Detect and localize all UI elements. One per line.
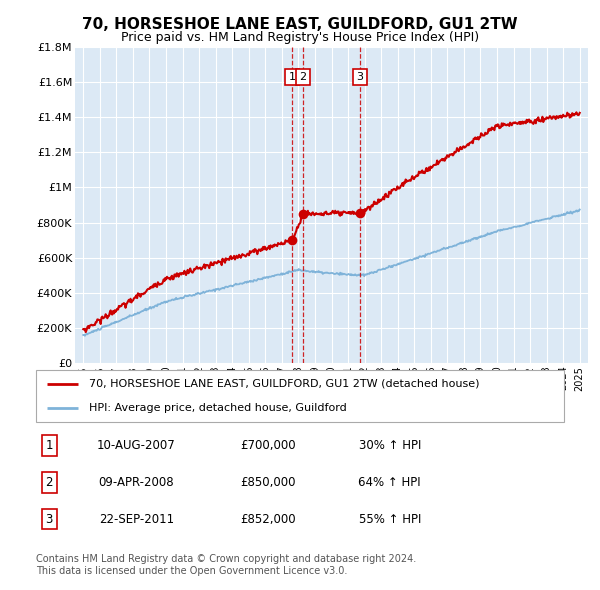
Text: 64% ↑ HPI: 64% ↑ HPI (358, 476, 421, 489)
Text: 3: 3 (46, 513, 53, 526)
Text: 2: 2 (46, 476, 53, 489)
Text: £700,000: £700,000 (241, 439, 296, 452)
Text: 1: 1 (46, 439, 53, 452)
Text: 55% ↑ HPI: 55% ↑ HPI (359, 513, 421, 526)
Text: 1: 1 (289, 72, 295, 82)
Text: Price paid vs. HM Land Registry's House Price Index (HPI): Price paid vs. HM Land Registry's House … (121, 31, 479, 44)
Text: 22-SEP-2011: 22-SEP-2011 (99, 513, 174, 526)
Text: £852,000: £852,000 (241, 513, 296, 526)
Text: 70, HORSESHOE LANE EAST, GUILDFORD, GU1 2TW (detached house): 70, HORSESHOE LANE EAST, GUILDFORD, GU1 … (89, 379, 479, 389)
Text: 10-AUG-2007: 10-AUG-2007 (97, 439, 176, 452)
Text: 70, HORSESHOE LANE EAST, GUILDFORD, GU1 2TW: 70, HORSESHOE LANE EAST, GUILDFORD, GU1 … (82, 17, 518, 32)
Text: Contains HM Land Registry data © Crown copyright and database right 2024.
This d: Contains HM Land Registry data © Crown c… (36, 555, 416, 576)
Text: £850,000: £850,000 (241, 476, 296, 489)
Text: 09-APR-2008: 09-APR-2008 (98, 476, 174, 489)
Text: 30% ↑ HPI: 30% ↑ HPI (359, 439, 421, 452)
Text: 3: 3 (356, 72, 364, 82)
FancyBboxPatch shape (36, 370, 564, 422)
Text: 2: 2 (299, 72, 307, 82)
Text: HPI: Average price, detached house, Guildford: HPI: Average price, detached house, Guil… (89, 403, 347, 413)
